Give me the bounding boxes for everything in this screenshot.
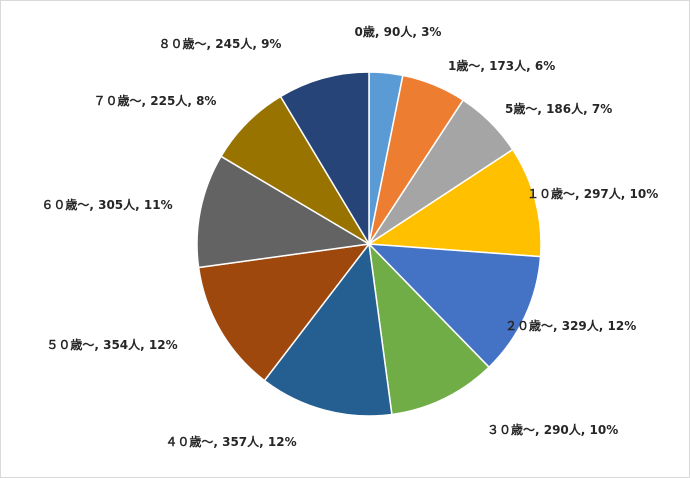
slice-label-0: 0歳, 90人, 3% bbox=[355, 24, 442, 39]
slice-label-3: １０歳～, 297人, 10% bbox=[527, 186, 658, 201]
slice-label-5: ３０歳～, 290人, 10% bbox=[487, 422, 618, 437]
pie-labels: 0歳, 90人, 3% 1歳～, 173人, 6% 5歳～, 186人, 7% １０歳… bbox=[41, 24, 658, 449]
pie-slice-7 bbox=[197, 243, 371, 382]
slice-label-2: 5歳～, 186人, 7% bbox=[505, 101, 612, 116]
slice-label-4: ２０歳～, 329人, 12% bbox=[505, 318, 636, 333]
slice-label-10: ８０歳～, 245人, 9% bbox=[159, 36, 282, 51]
pie-slice-4 bbox=[367, 243, 542, 369]
slice-label-9: ７０歳～, 225人, 8% bbox=[94, 93, 217, 108]
slice-label-8: ６０歳～, 305人, 11% bbox=[41, 197, 172, 212]
pie-slice-5 bbox=[367, 241, 491, 416]
pie-slices bbox=[196, 71, 542, 417]
slice-label-7: ５０歳～, 354人, 12% bbox=[46, 337, 177, 352]
slice-label-1: 1歳～, 173人, 6% bbox=[448, 58, 555, 73]
pie-slice-6 bbox=[263, 242, 393, 417]
slice-label-6: ４０歳～, 357人, 12% bbox=[165, 434, 296, 449]
pie-slice-8 bbox=[196, 155, 372, 269]
pie-slice-10 bbox=[279, 71, 370, 247]
pie-slice-3 bbox=[366, 148, 542, 258]
